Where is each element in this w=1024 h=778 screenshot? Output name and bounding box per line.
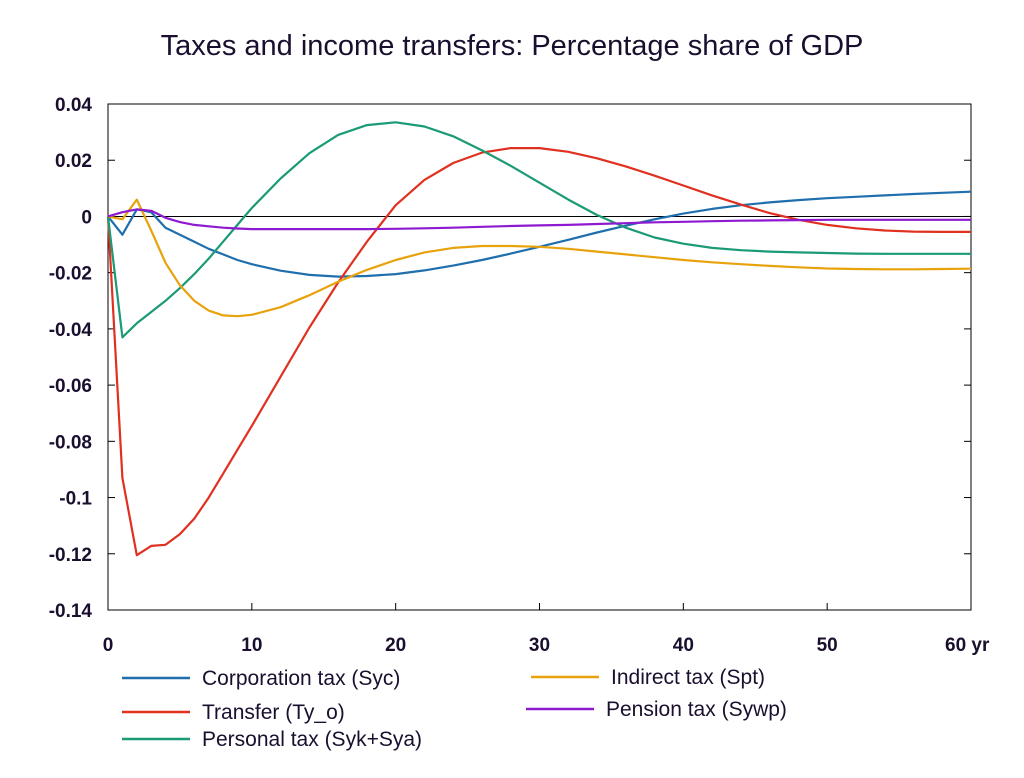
- x-tick-label: 30: [529, 635, 550, 656]
- x-tick-labels: 0 10 20 30 40 50 60 yr: [103, 635, 990, 656]
- series-group: [106, 121, 972, 557]
- x-tick-label: 40: [673, 635, 694, 656]
- x-tick-label: 0: [103, 635, 114, 656]
- x-tick-label: 20: [385, 635, 406, 656]
- legend: Corporation tax (Syc) Transfer (Ty_o) Pers…: [122, 666, 787, 751]
- series-line-5: [107, 208, 971, 231]
- y-tick-label: 0: [81, 207, 92, 228]
- y-tick-label: -0.06: [49, 376, 92, 397]
- x-tick-label: 60 yr: [945, 635, 990, 656]
- y-tick-label: 0.02: [55, 151, 92, 172]
- x-tick-label: 10: [241, 635, 262, 656]
- series-line-4: [107, 198, 972, 318]
- plot-frame: [107, 103, 972, 611]
- y-tick-label: -0.1: [59, 489, 92, 510]
- legend-label-4: Indirect tax (Spt): [611, 666, 765, 689]
- legend-label-2: Transfer (Ty_o): [202, 701, 345, 724]
- y-tick-label: -0.04: [49, 320, 93, 341]
- y-tick-label: -0.08: [49, 432, 92, 453]
- y-tick-label: -0.02: [49, 264, 92, 285]
- x-tick-label: 50: [817, 635, 838, 656]
- series-line-1: [107, 190, 972, 278]
- axes: [107, 103, 972, 611]
- y-tick-label: -0.12: [49, 545, 92, 566]
- y-tick-label: 0.04: [55, 95, 92, 116]
- legend-label-1: Corporation tax (Syc): [202, 667, 400, 690]
- legend-label-3: Personal tax (Syk+Sya): [202, 728, 422, 751]
- series-line-3: [106, 121, 971, 339]
- y-tick-label: -0.14: [49, 601, 93, 622]
- legend-label-5: Pension tax (Sywp): [606, 698, 787, 721]
- chart-title: Taxes and income transfers: Percentage s…: [160, 30, 864, 62]
- y-tick-labels: 0.04 0.02 0 -0.02 -0.04 -0.06 -0.08 -0.1 -0.12 -0…: [49, 95, 93, 622]
- series-line-2: [106, 147, 971, 557]
